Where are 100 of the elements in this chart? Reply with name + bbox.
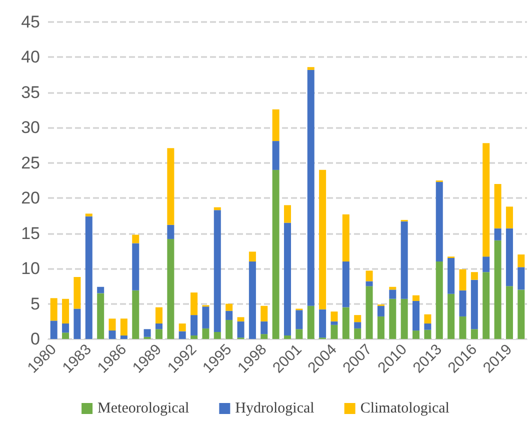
bar [354, 328, 362, 339]
bar [412, 330, 420, 339]
bar [319, 170, 326, 310]
bar [108, 330, 116, 339]
bar [144, 329, 151, 337]
bar [284, 222, 292, 336]
bar [470, 329, 478, 339]
bar [260, 334, 268, 339]
bar [260, 306, 268, 322]
bar [400, 221, 408, 299]
bar [459, 269, 466, 290]
bar [132, 234, 140, 244]
bar [342, 307, 350, 339]
bar [62, 298, 70, 324]
bar [167, 148, 174, 225]
bar [330, 321, 338, 325]
bar [237, 321, 244, 338]
bar [424, 324, 432, 330]
bar [226, 310, 233, 320]
y-tick-label: 25 [21, 153, 40, 172]
bar [74, 308, 81, 339]
bar [248, 252, 256, 262]
bar [482, 272, 490, 339]
bar [518, 267, 525, 290]
bar [97, 293, 104, 339]
bar [178, 324, 186, 332]
bar [85, 214, 92, 216]
bar [178, 331, 186, 339]
bar [342, 214, 350, 262]
bar [424, 314, 432, 324]
bar [120, 318, 128, 336]
bar [50, 298, 58, 321]
bar [214, 210, 221, 332]
bar [132, 243, 140, 290]
bar [62, 324, 70, 333]
bar [482, 256, 490, 272]
y-tick-label: 10 [21, 259, 40, 278]
bar [412, 295, 420, 301]
bar [366, 286, 373, 339]
bar [74, 277, 81, 309]
bar [494, 240, 502, 339]
bar [366, 270, 373, 282]
bar [354, 315, 362, 322]
bar [424, 330, 432, 339]
bar [494, 228, 502, 240]
bar [518, 290, 525, 339]
bar [120, 335, 128, 339]
y-tick-label: 35 [21, 82, 40, 102]
bar [448, 258, 455, 294]
y-tick-label: 15 [21, 224, 40, 243]
bar [85, 216, 92, 339]
bar [494, 184, 502, 228]
bar [296, 329, 303, 339]
bar [296, 310, 303, 330]
legend-label: Climatological [360, 400, 450, 416]
y-tick-label: 40 [21, 48, 40, 67]
bar [155, 329, 162, 339]
bar [459, 316, 466, 339]
y-tick-label: 45 [21, 12, 40, 32]
bar [272, 141, 280, 170]
bar [108, 318, 116, 331]
bar [272, 109, 280, 142]
bar [506, 286, 513, 339]
bar [272, 170, 280, 339]
bar [389, 298, 396, 339]
bar [226, 320, 233, 339]
bar [202, 328, 210, 339]
bar [214, 332, 221, 339]
bar [330, 312, 338, 322]
bar [284, 205, 292, 223]
bar [97, 286, 104, 294]
bar [319, 309, 326, 338]
bar [167, 238, 174, 339]
bar [482, 143, 490, 257]
bar [389, 290, 396, 299]
y-tick-label: 20 [21, 188, 40, 208]
bar [436, 262, 443, 339]
bar [518, 254, 525, 268]
legend-label: Meteorological [98, 400, 190, 416]
bar [307, 67, 314, 70]
legend-label: Hydrological [235, 400, 314, 416]
bar [248, 262, 256, 339]
bar [50, 320, 58, 339]
bar [436, 182, 443, 262]
bar [62, 332, 70, 339]
bar [412, 300, 420, 331]
y-tick-label: 30 [21, 118, 40, 138]
bar [190, 292, 198, 316]
bar [448, 294, 455, 339]
bar [377, 316, 384, 339]
bar [470, 280, 478, 330]
bar [155, 307, 162, 324]
bar [167, 224, 174, 239]
y-tick-label: 0 [30, 330, 40, 348]
bar [226, 304, 233, 311]
bar [237, 317, 244, 322]
y-tick-label: 5 [30, 294, 40, 314]
bar [400, 298, 408, 339]
bar [155, 324, 162, 330]
bar [202, 306, 210, 328]
